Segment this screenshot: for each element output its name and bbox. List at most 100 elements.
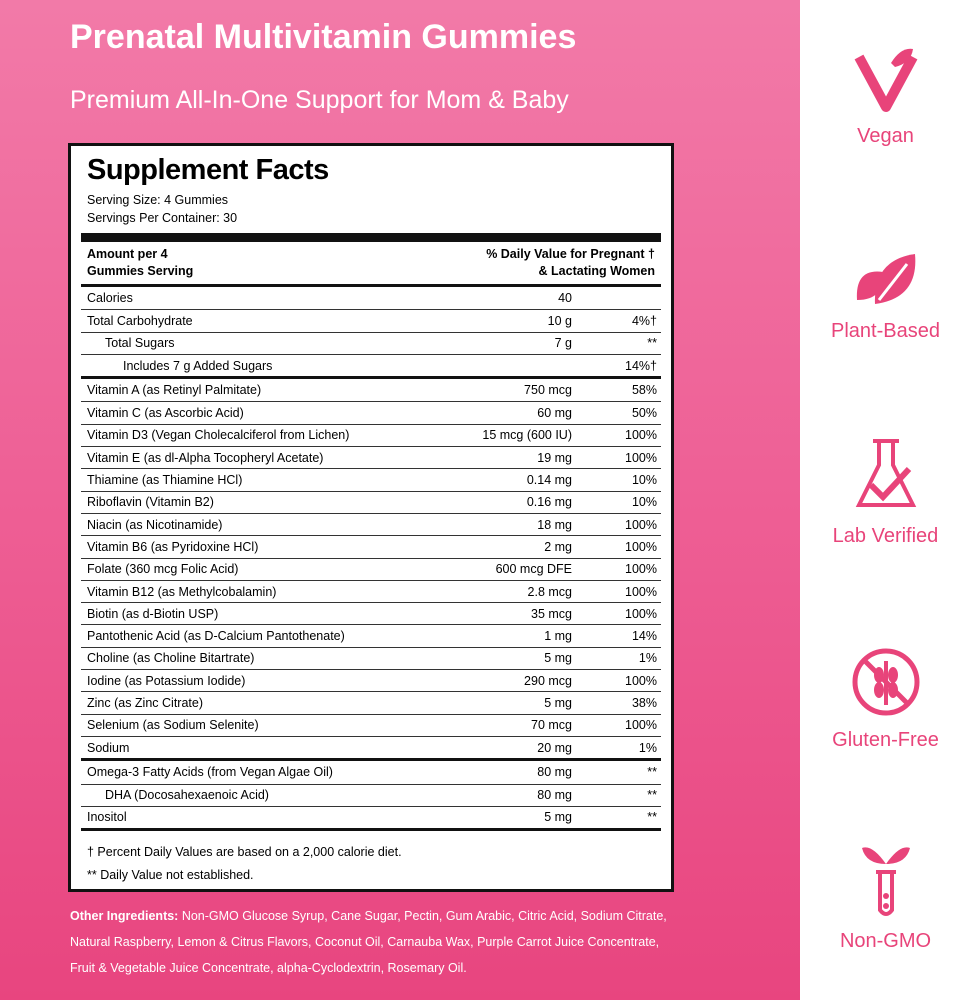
badge: Lab Verified bbox=[800, 435, 971, 548]
daily-value: 14% bbox=[631, 629, 657, 644]
daily-value: 4%† bbox=[631, 313, 657, 328]
daily-value: 100% bbox=[625, 517, 657, 532]
daily-value: 10% bbox=[631, 473, 657, 488]
amount: 15 mcg (600 IU) bbox=[482, 428, 572, 443]
test-tube-icon bbox=[861, 847, 910, 916]
badge: Gluten-Free bbox=[800, 645, 971, 752]
daily-value: 100% bbox=[625, 562, 657, 577]
other-ingredients: Other Ingredients: Non-GMO Glucose Syrup… bbox=[70, 903, 670, 981]
header-line: Gummies Serving bbox=[87, 264, 194, 278]
amount: 0.14 mg bbox=[526, 473, 572, 488]
daily-value: 100% bbox=[625, 428, 657, 443]
other-label: Other Ingredients: bbox=[70, 909, 179, 923]
amount: 35 mcg bbox=[531, 606, 572, 621]
daily-value: 100% bbox=[625, 718, 657, 733]
amount: 750 mcg bbox=[524, 383, 572, 398]
amount-header: Amount per 4 Gummies Serving bbox=[87, 246, 193, 280]
nutrient-name: Total Sugars bbox=[105, 336, 175, 351]
nutrient-name: Vitamin B12 (as Methylcobalamin) bbox=[87, 584, 277, 599]
daily-value: 1% bbox=[638, 740, 657, 755]
daily-value: 100% bbox=[625, 450, 657, 465]
nutrient-name: Zinc (as Zinc Citrate) bbox=[87, 695, 203, 710]
fact-row: Thiamine (as Thiamine HCl) 0.14 mg 10% bbox=[81, 468, 661, 490]
daily-value: 100% bbox=[625, 673, 657, 688]
amount: 5 mg bbox=[544, 651, 572, 666]
nutrient-name: Folate (360 mcg Folic Acid) bbox=[87, 562, 239, 577]
amount: 10 g bbox=[547, 313, 572, 328]
pink-panel: Prenatal Multivitamin Gummies Premium Al… bbox=[0, 0, 800, 1000]
nutrient-name: Vitamin C (as Ascorbic Acid) bbox=[87, 406, 244, 421]
fact-row: Niacin (as Nicotinamide) 18 mg 100% bbox=[81, 512, 661, 535]
fact-row: Iodine (as Potassium Iodide) 290 mcg 100% bbox=[81, 669, 661, 691]
amount: 20 mg bbox=[537, 740, 572, 755]
nutrient-name: Pantothenic Acid (as D-Calcium Pantothen… bbox=[87, 629, 345, 644]
fact-row: Vitamin B12 (as Methylcobalamin) 2.8 mcg 1… bbox=[81, 579, 661, 602]
amount: 60 mg bbox=[537, 406, 572, 421]
fact-row: Calories 40 bbox=[81, 287, 661, 309]
amount: 1 mg bbox=[544, 629, 572, 644]
footnotes: † Percent Daily Values are based on a 2,… bbox=[81, 828, 661, 887]
fact-row: Pantothenic Acid (as D-Calcium Pantothen… bbox=[81, 624, 661, 646]
amount: 80 mg bbox=[537, 788, 572, 803]
nutrient-name: Total Carbohydrate bbox=[87, 313, 193, 328]
badge: Non-GMO bbox=[800, 840, 971, 953]
nutrient-name: Niacin (as Nicotinamide) bbox=[87, 517, 223, 532]
fact-row: Riboflavin (Vitamin B2) 0.16 mg 10% bbox=[81, 490, 661, 513]
flask-icon bbox=[855, 439, 916, 507]
amount: 7 g bbox=[554, 336, 572, 351]
fact-row: Zinc (as Zinc Citrate) 5 mg 38% bbox=[81, 691, 661, 713]
fact-row: Selenium (as Sodium Selenite) 70 mcg 100% bbox=[81, 713, 661, 736]
daily-value: 58% bbox=[631, 383, 657, 398]
fact-row: Vitamin D3 (Vegan Cholecalciferol from L… bbox=[81, 423, 661, 446]
nutrient-name: Selenium (as Sodium Selenite) bbox=[87, 718, 259, 733]
fact-row: Total Carbohydrate 10 g 4%† bbox=[81, 309, 661, 331]
nutrient-name: Omega-3 Fatty Acids (from Vegan Algae Oi… bbox=[87, 765, 333, 780]
daily-value: 14%† bbox=[625, 358, 657, 373]
fact-row: Inositol 5 mg ** bbox=[81, 805, 661, 828]
amount: 18 mg bbox=[537, 517, 572, 532]
badge-label: Vegan bbox=[857, 125, 914, 147]
nutrient-name: Vitamin A (as Retinyl Palmitate) bbox=[87, 383, 262, 398]
amount: 290 mcg bbox=[524, 673, 572, 688]
amount: 5 mg bbox=[544, 810, 572, 825]
daily-value: 1% bbox=[638, 651, 657, 666]
amount: 80 mg bbox=[537, 765, 572, 780]
daily-value: ** bbox=[647, 810, 657, 825]
badge-label: Non-GMO bbox=[839, 930, 932, 952]
amount: 5 mg bbox=[544, 695, 572, 710]
nutrient-name: Choline (as Choline Bitartrate) bbox=[87, 651, 255, 666]
badge: Vegan bbox=[800, 45, 971, 148]
amount: 2 mg bbox=[544, 539, 572, 554]
nutrient-name: Sodium bbox=[87, 740, 130, 755]
fact-row: Includes 7 g Added Sugars 14%† bbox=[81, 353, 661, 376]
dv-header: % Daily Value for Pregnant † & Lactating… bbox=[486, 246, 655, 280]
nutrient-name: Vitamin D3 (Vegan Cholecalciferol from L… bbox=[87, 428, 350, 443]
amount: 19 mg bbox=[537, 450, 572, 465]
nutrient-name: Inositol bbox=[87, 810, 127, 825]
amount: 40 bbox=[558, 291, 572, 306]
facts-title: Supplement Facts bbox=[87, 154, 329, 186]
daily-value: 100% bbox=[625, 606, 657, 621]
gluten-free-icon bbox=[852, 648, 919, 716]
serving-size: Serving Size: 4 Gummies bbox=[87, 193, 229, 207]
badge: Plant-Based bbox=[800, 250, 971, 343]
header-line: Amount per 4 bbox=[87, 247, 168, 261]
header-line: % Daily Value for Pregnant † bbox=[486, 247, 655, 261]
daily-value: ** bbox=[647, 765, 657, 780]
daily-value: ** bbox=[647, 336, 657, 351]
fact-row: Omega-3 Fatty Acids (from Vegan Algae Oi… bbox=[81, 761, 661, 783]
nutrient-name: Vitamin B6 (as Pyridoxine HCl) bbox=[87, 539, 259, 554]
nutrient-name: Riboflavin (Vitamin B2) bbox=[87, 495, 214, 510]
fact-row: Sodium 20 mg 1% bbox=[81, 735, 661, 758]
fact-row: Vitamin B6 (as Pyridoxine HCl) 2 mg 100% bbox=[81, 535, 661, 557]
amount: 70 mcg bbox=[531, 718, 572, 733]
fact-row: Vitamin E (as dl-Alpha Tocopheryl Acetat… bbox=[81, 446, 661, 468]
subtitle: Premium All-In-One Support for Mom & Bab… bbox=[70, 86, 569, 114]
fact-row: Biotin (as d-Biotin USP) 35 mcg 100% bbox=[81, 602, 661, 624]
footnote: † Percent Daily Values are based on a 2,… bbox=[87, 845, 402, 860]
amount: 2.8 mcg bbox=[527, 584, 572, 599]
fact-row: Choline (as Choline Bitartrate) 5 mg 1% bbox=[81, 646, 661, 669]
amount: 600 mcg DFE bbox=[495, 562, 572, 577]
fact-row: Vitamin C (as Ascorbic Acid) 60 mg 50% bbox=[81, 401, 661, 423]
badge-label: Lab Verified bbox=[832, 525, 939, 547]
